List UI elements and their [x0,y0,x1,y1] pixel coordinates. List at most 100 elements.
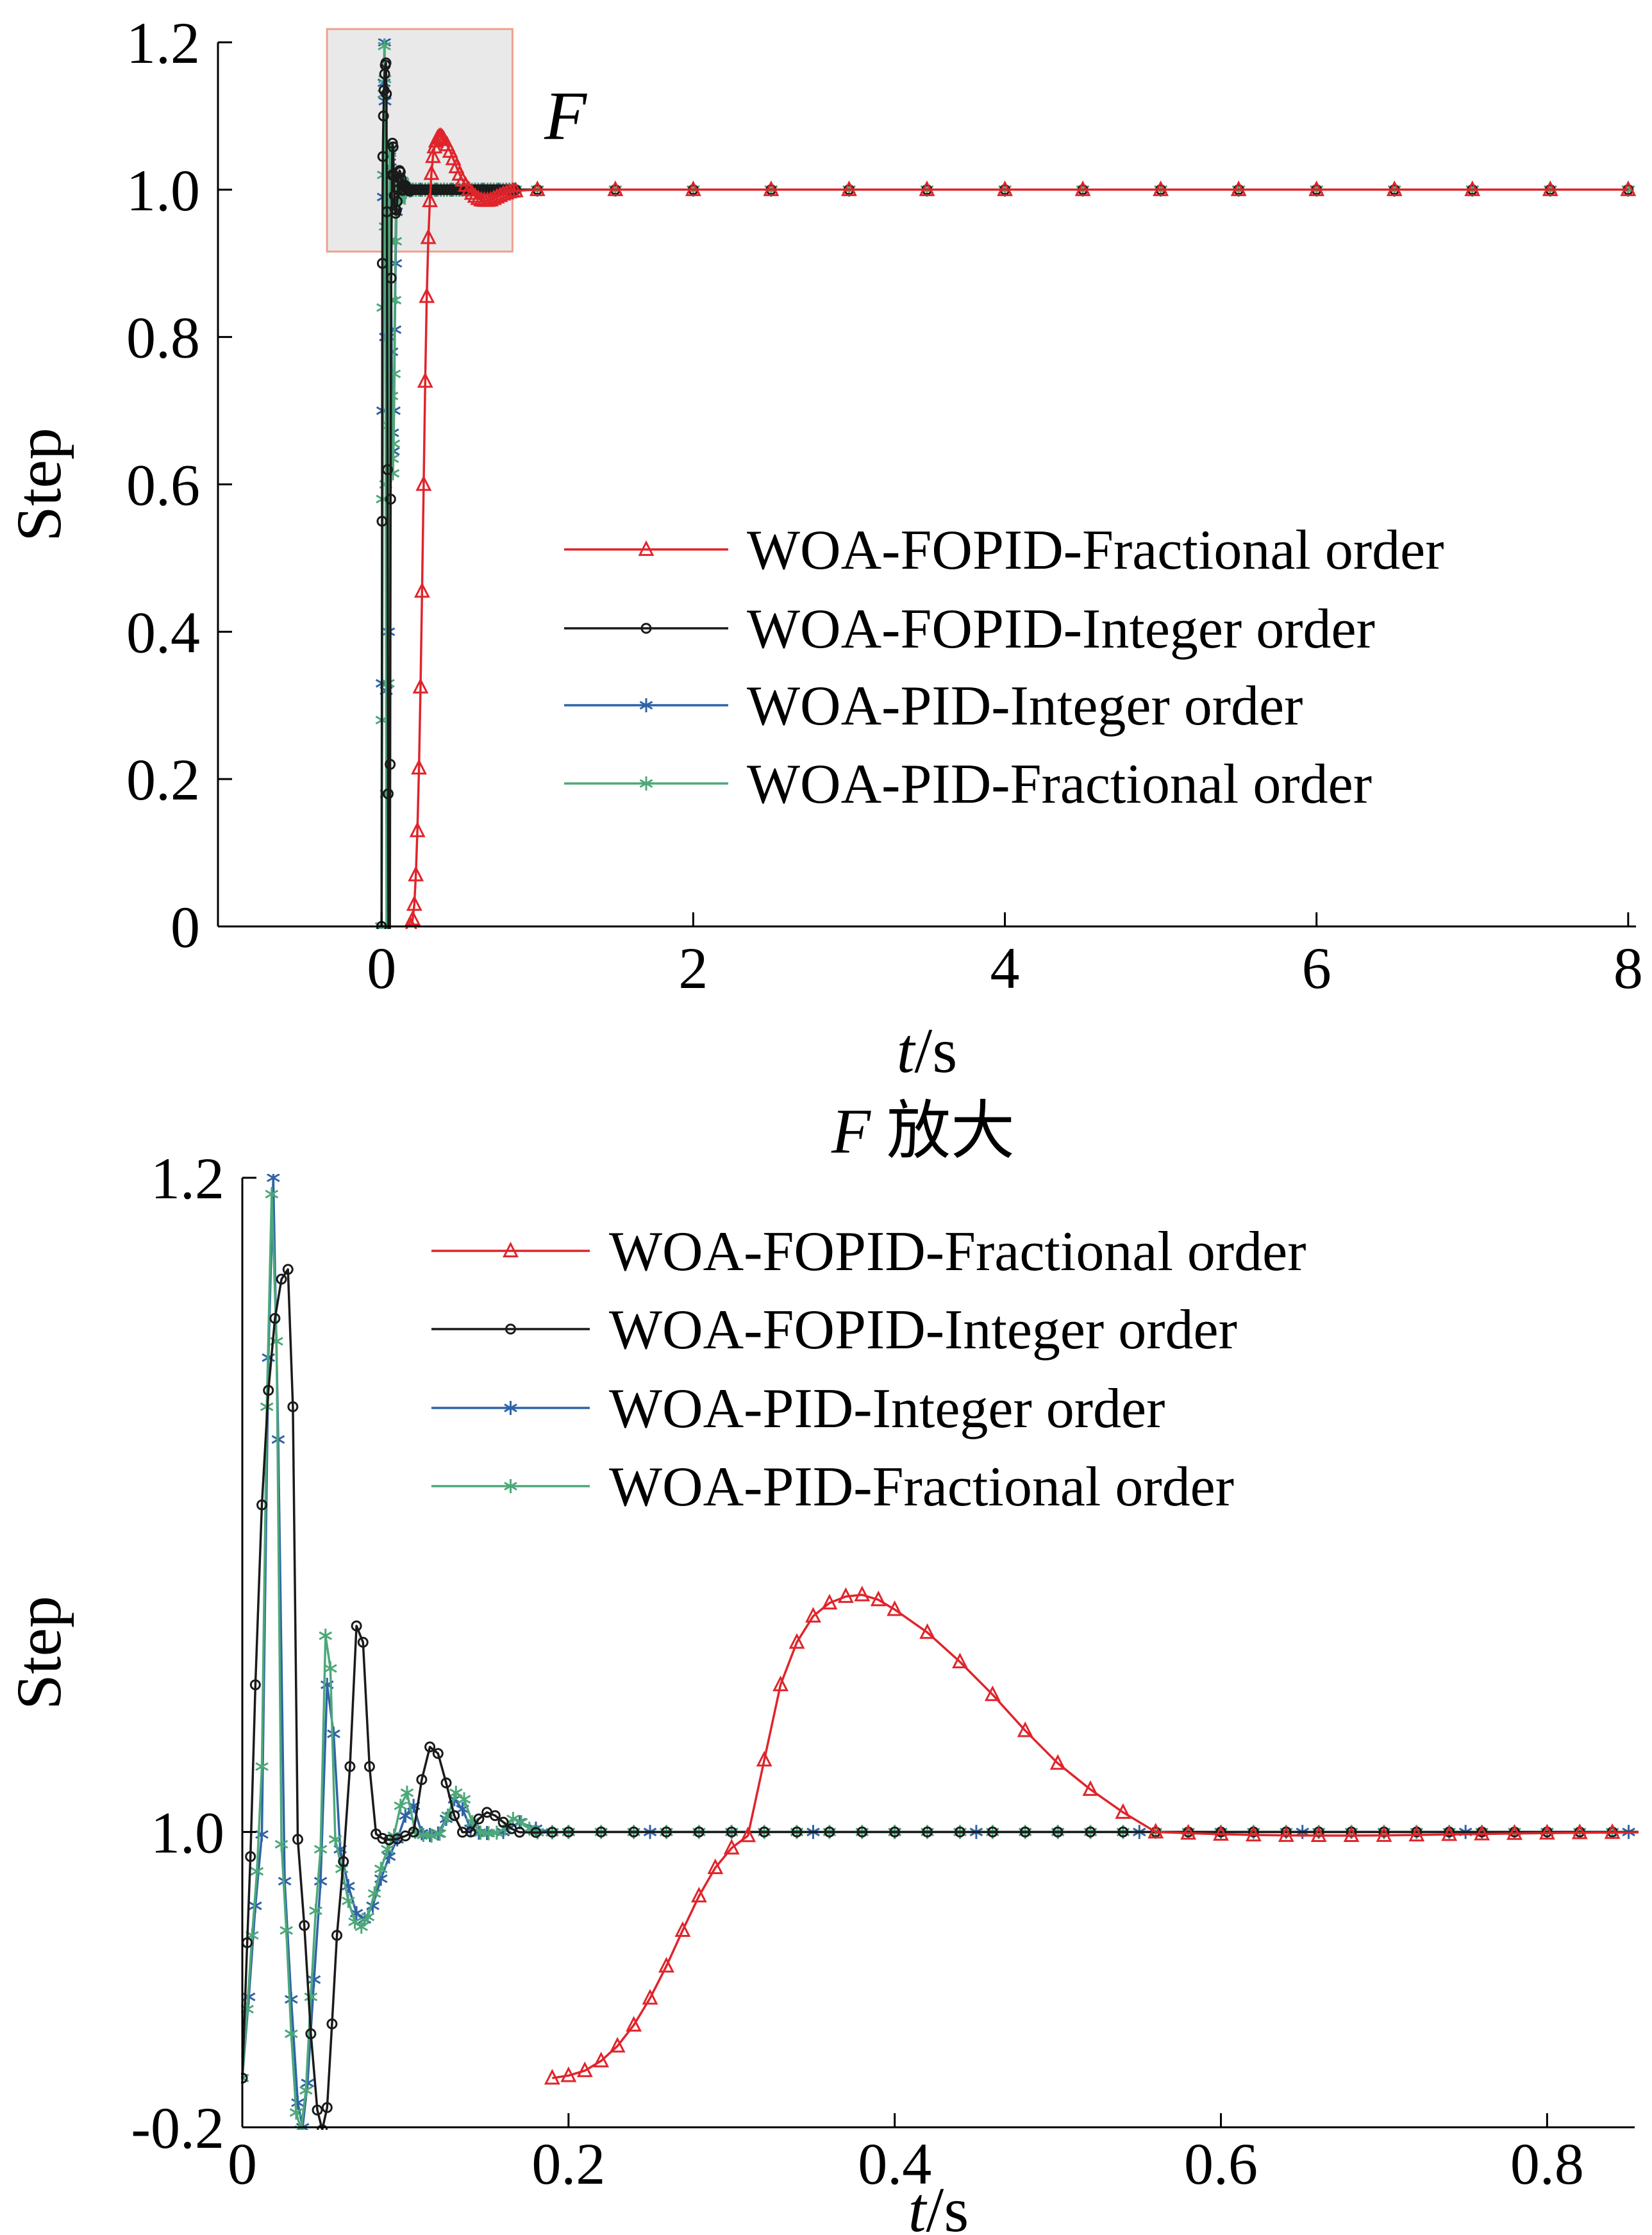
marker-star [504,1401,517,1415]
marker-star [639,698,653,712]
marker-triangle [1464,180,1481,196]
marker-star [255,1759,269,1774]
marker-triangle [498,183,515,200]
marker-triangle [411,758,428,775]
y-tick-label: 1.2 [126,10,200,76]
marker-triangle [422,191,438,208]
marker-triangle [805,1607,821,1623]
marker-circle [546,1827,558,1838]
zoom-region-rect [326,28,513,253]
marker-triangle [1620,180,1637,196]
marker-triangle [626,2016,642,2032]
x-tick-label: 0.6 [1184,2131,1258,2197]
y-tick-label: -0.2 [131,2095,224,2161]
marker-star [361,1909,375,1924]
marker-circle [385,493,396,505]
marker-triangle [1376,1826,1392,1842]
marker-triangle [1542,180,1558,196]
marker-star [313,1842,328,1857]
marker-circle [408,1826,419,1837]
y-tick-label: 0 [171,894,200,960]
marker-circle [382,788,394,799]
marker-star [265,1187,279,1201]
x-tick-label: 0 [367,935,396,1001]
marker-circle [497,1816,509,1828]
marker-star [309,1904,322,1918]
marker-circle [326,2018,338,2030]
marker-circle [922,1826,933,1837]
marker-star [394,1798,408,1813]
y-tick-label: 0.8 [126,305,200,371]
marker-circle [351,1620,362,1632]
y-tick-label: 0.6 [126,453,200,518]
marker-circle [424,1741,436,1753]
marker-circle [385,1076,394,1085]
marker-circle [381,88,392,99]
marker-triangle [406,895,422,911]
marker-star [348,1914,362,1929]
marker-triangle [1230,180,1247,196]
series-layer [374,38,1637,1085]
marker-star [280,1923,294,1938]
marker-triangle [409,821,426,837]
marker-star [274,1837,288,1852]
marker-star [328,1832,342,1846]
marker-circle [385,1010,394,1019]
marker-triangle [1082,1780,1099,1796]
marker-triangle [919,180,935,196]
marker-star [441,1808,455,1823]
marker-triangle [593,2052,610,2068]
marker-triangle [952,1652,968,1669]
marker-star [267,1174,280,1185]
x-tick-label: 6 [1302,935,1331,1001]
marker-circle [384,1017,393,1026]
marker-circle [387,141,399,153]
y-axis-label: Step [3,1596,74,1710]
marker-star [400,1786,414,1800]
legend-label: WOA-PID-Fractional order [747,753,1372,816]
marker-triangle [674,1921,691,1938]
legend-entry-woa-fopid-integer-order: WOA-FOPID-Integer order [564,598,1375,660]
marker-triangle [1147,1823,1164,1839]
marker-star [378,219,392,234]
marker-triangle [423,164,440,180]
marker-triangle [507,181,524,197]
marker-circle [269,1312,281,1324]
marker-triangle [1308,180,1325,196]
legend-label: WOA-PID-Integer order [747,675,1303,737]
marker-circle [1052,1826,1064,1837]
series-markers-woa-fopid-fractional-order [544,1586,1621,2085]
marker-circle [432,1748,444,1759]
marker-star [457,1792,471,1807]
marker-triangle [763,180,780,196]
series-woa-fopid-fractional-order [544,1586,1639,2085]
marker-circle [1117,1826,1129,1837]
marker-triangle [1386,180,1403,196]
x-tick-label: 0.4 [858,2131,931,2197]
x-tick-label: 8 [1614,935,1643,1001]
series-markers-woa-fopid-integer-order [241,1264,1618,2130]
y-tick-label: 0.4 [126,599,200,665]
marker-triangle [503,1241,519,1258]
marker-star [433,1827,447,1841]
marker-circle [440,1777,452,1789]
marker-triangle [495,185,512,201]
marker-star [319,1628,333,1643]
marker-triangle [1074,180,1091,196]
marker-circle [530,1827,542,1838]
marker-star [381,418,396,433]
legend-label: WOA-FOPID-Integer order [609,1299,1237,1361]
marker-triangle [1049,1754,1066,1770]
legend: WOA-FOPID-Fractional order WOA-FOPID-Inte… [431,1221,1306,1518]
marker-circle [489,1810,501,1821]
zoom-region-label: F [544,78,587,155]
chart-0: 0 2 4 6 8 0 0.2 0.4 0.6 0.8 1.0 1.2 t/s Step F WOA-FOPI… [3,10,1643,1086]
marker-triangle [740,1826,756,1843]
marker-circle [378,110,389,122]
marker-circle [245,1851,256,1862]
marker-circle [292,1834,304,1845]
marker-triangle [415,475,432,491]
marker-triangle [984,1685,1001,1702]
marker-triangle [1278,1826,1294,1842]
legend-entry-woa-fopid-fractional-order: WOA-FOPID-Fractional order [564,519,1444,582]
